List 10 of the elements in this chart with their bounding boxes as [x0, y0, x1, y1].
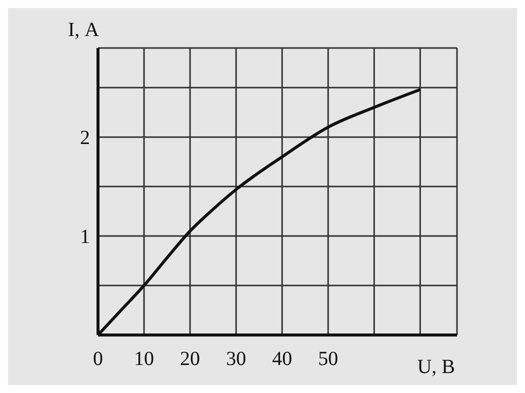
y-axis-title: I, А [68, 19, 100, 41]
y-tick-label: 2 [80, 127, 90, 150]
x-tick-label: 40 [272, 348, 292, 370]
x-tick-label: 20 [180, 348, 200, 370]
x-axis-title: U, В [417, 356, 455, 378]
x-tick-label: 0 [93, 348, 103, 370]
x-tick-label: 10 [134, 348, 154, 370]
x-tick-label: 30 [226, 348, 246, 370]
y-tick-label: 1 [80, 226, 90, 248]
x-tick-label: 50 [318, 348, 338, 370]
